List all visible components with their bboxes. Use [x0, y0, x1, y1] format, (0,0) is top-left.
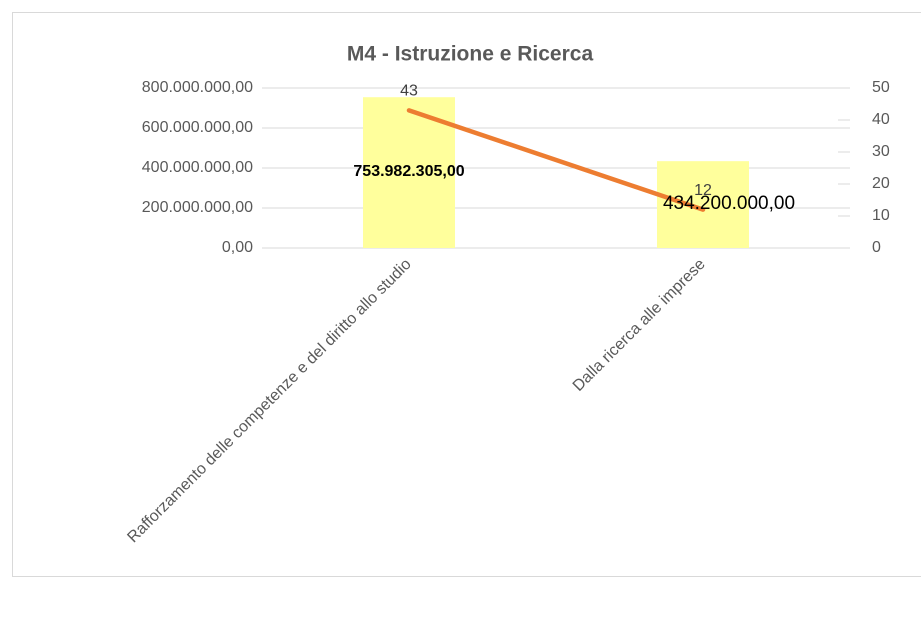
chart-border	[12, 12, 921, 577]
chart-title: M4 - Istruzione e Ricerca	[347, 43, 594, 66]
y2-tick-label: 30	[872, 143, 890, 160]
data-label: 434.200.000,00	[663, 193, 795, 214]
y2-tick-label: 0	[872, 239, 881, 256]
y-tick-label: 400.000.000,00	[142, 159, 253, 176]
y2-tick-label: 40	[872, 111, 890, 128]
y-tick-label: 200.000.000,00	[142, 199, 253, 216]
y2-tick-label: 20	[872, 175, 890, 192]
y2-tick-label: 50	[872, 79, 890, 96]
data-label: 753.982.305,00	[353, 163, 464, 180]
data-label: 43	[400, 83, 418, 100]
y2-tick-label: 10	[872, 207, 890, 224]
bar	[657, 161, 749, 248]
y-tick-label: 0,00	[222, 239, 253, 256]
y-tick-label: 600.000.000,00	[142, 119, 253, 136]
data-label: 12	[694, 182, 712, 199]
y-tick-label: 800.000.000,00	[142, 79, 253, 96]
line	[406, 108, 706, 212]
